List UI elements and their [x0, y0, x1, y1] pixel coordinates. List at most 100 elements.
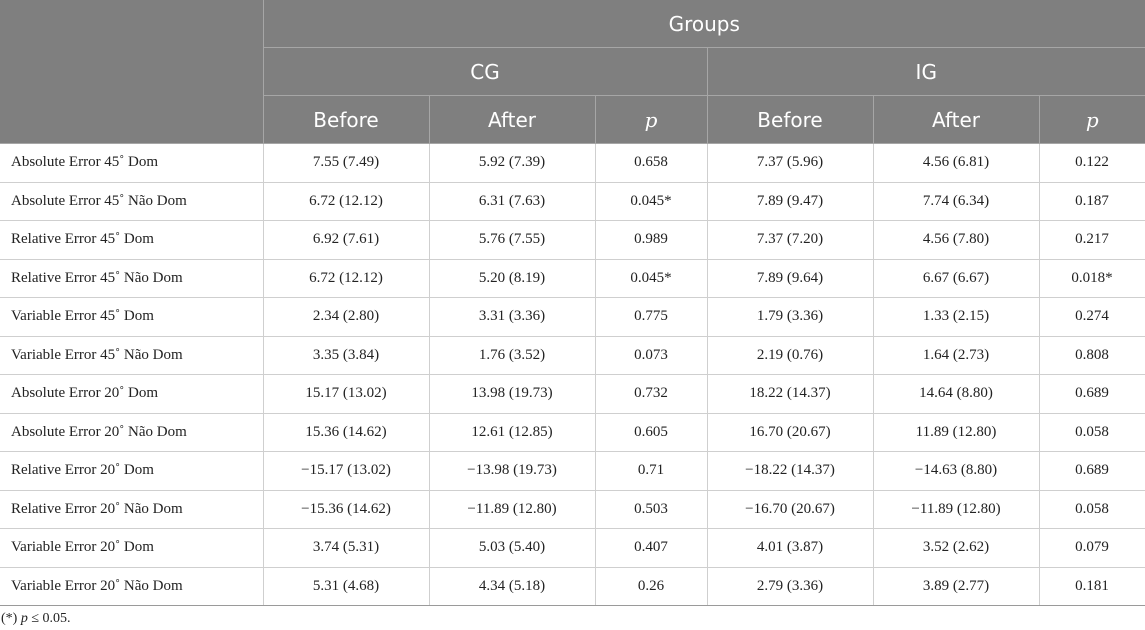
ig-before-cell: 16.70 (20.67) [706, 413, 873, 452]
table-row: Relative Error 20˚ Dom −15.17 (13.02) −13.… [0, 451, 1145, 491]
table-header: Groups CG IG Before After p Before After… [0, 0, 1145, 144]
ig-p-cell: 0.689 [1038, 374, 1145, 414]
ig-after-cell: 6.67 (6.67) [872, 259, 1039, 298]
cg-after-cell: −11.89 (12.80) [428, 490, 595, 529]
cg-p-cell: 0.71 [594, 451, 707, 491]
footnote-p-symbol: p [20, 611, 28, 626]
cg-before-cell: −15.36 (14.62) [262, 490, 429, 529]
cg-before-cell: −15.17 (13.02) [262, 451, 429, 491]
header-cg: CG [262, 47, 707, 96]
ig-before-cell: 7.37 (5.96) [706, 143, 873, 183]
ig-before-cell: 4.01 (3.87) [706, 528, 873, 568]
ig-before-cell: −16.70 (20.67) [706, 490, 873, 529]
header-ig-before: Before [706, 95, 873, 144]
footnote-marker: (*) [1, 611, 18, 626]
row-label: Variable Error 45˚ Dom [0, 297, 263, 337]
cg-before-cell: 6.72 (12.12) [262, 182, 429, 221]
cg-before-cell: 2.34 (2.80) [262, 297, 429, 337]
row-label: Relative Error 20˚ Não Dom [0, 490, 263, 529]
ig-before-cell: −18.22 (14.37) [706, 451, 873, 491]
cg-after-cell: −13.98 (19.73) [428, 451, 595, 491]
ig-before-cell: 1.79 (3.36) [706, 297, 873, 337]
table-row: Relative Error 20˚ Não Dom −15.36 (14.62)… [0, 490, 1145, 529]
header-groups: Groups [262, 0, 1145, 48]
ig-before-cell: 7.89 (9.64) [706, 259, 873, 298]
ig-p-cell: 0.079 [1038, 528, 1145, 568]
cg-p-cell: 0.989 [594, 220, 707, 260]
ig-before-cell: 7.89 (9.47) [706, 182, 873, 221]
table-row: Absolute Error 20˚ Dom 15.17 (13.02) 13.98… [0, 374, 1145, 414]
header-ig-p: p [1038, 95, 1145, 144]
row-label: Absolute Error 45˚ Dom [0, 143, 263, 183]
ig-p-cell: 0.058 [1038, 490, 1145, 529]
ig-p-cell: 0.217 [1038, 220, 1145, 260]
ig-p-cell: 0.181 [1038, 567, 1145, 606]
cg-p-cell: 0.407 [594, 528, 707, 568]
row-label: Absolute Error 20˚ Dom [0, 374, 263, 414]
ig-after-cell: 4.56 (7.80) [872, 220, 1039, 260]
cg-after-cell: 4.34 (5.18) [428, 567, 595, 606]
cg-p-cell: 0.605 [594, 413, 707, 452]
ig-after-cell: −14.63 (8.80) [872, 451, 1039, 491]
cg-p-cell: 0.732 [594, 374, 707, 414]
ig-before-cell: 18.22 (14.37) [706, 374, 873, 414]
cg-before-cell: 5.31 (4.68) [262, 567, 429, 606]
cg-after-cell: 3.31 (3.36) [428, 297, 595, 337]
header-ig: IG [706, 47, 1145, 96]
table-row: Variable Error 45˚ Dom 2.34 (2.80) 3.31 (3… [0, 297, 1145, 337]
ig-after-cell: −11.89 (12.80) [872, 490, 1039, 529]
cg-after-cell: 5.20 (8.19) [428, 259, 595, 298]
header-cg-after: After [428, 95, 595, 144]
header-cg-before: Before [262, 95, 429, 144]
table-row: Relative Error 45˚ Dom 6.92 (7.61) 5.76 (7… [0, 220, 1145, 260]
row-label: Relative Error 45˚ Não Dom [0, 259, 263, 298]
ig-p-cell: 0.689 [1038, 451, 1145, 491]
ig-after-cell: 3.89 (2.77) [872, 567, 1039, 606]
cg-after-cell: 12.61 (12.85) [428, 413, 595, 452]
cg-before-cell: 3.35 (3.84) [262, 336, 429, 375]
cg-p-cell: 0.503 [594, 490, 707, 529]
ig-after-cell: 1.33 (2.15) [872, 297, 1039, 337]
header-corner-cell [0, 0, 263, 144]
row-label: Variable Error 45˚ Não Dom [0, 336, 263, 375]
table-row: Absolute Error 45˚ Não Dom 6.72 (12.12) 6.… [0, 182, 1145, 221]
cg-after-cell: 5.76 (7.55) [428, 220, 595, 260]
table-row: Variable Error 20˚ Dom 3.74 (5.31) 5.03 (5… [0, 528, 1145, 568]
row-label: Absolute Error 20˚ Não Dom [0, 413, 263, 452]
row-label: Variable Error 20˚ Não Dom [0, 567, 263, 606]
cg-after-cell: 5.03 (5.40) [428, 528, 595, 568]
ig-p-cell: 0.808 [1038, 336, 1145, 375]
cg-before-cell: 6.72 (12.12) [262, 259, 429, 298]
footnote-text: ≤ 0.05. [31, 611, 71, 626]
row-label: Variable Error 20˚ Dom [0, 528, 263, 568]
cg-p-cell: 0.073 [594, 336, 707, 375]
ig-after-cell: 3.52 (2.62) [872, 528, 1039, 568]
results-table: Groups CG IG Before After p Before After… [0, 0, 1145, 606]
cg-after-cell: 1.76 (3.52) [428, 336, 595, 375]
cg-before-cell: 3.74 (5.31) [262, 528, 429, 568]
table-row: Variable Error 20˚ Não Dom 5.31 (4.68) 4.3… [0, 567, 1145, 606]
ig-before-cell: 2.19 (0.76) [706, 336, 873, 375]
ig-after-cell: 11.89 (12.80) [872, 413, 1039, 452]
header-cg-p: p [594, 95, 707, 144]
ig-p-cell: 0.274 [1038, 297, 1145, 337]
ig-p-cell: 0.122 [1038, 143, 1145, 183]
cg-p-cell: 0.26 [594, 567, 707, 606]
cg-before-cell: 15.36 (14.62) [262, 413, 429, 452]
cg-p-cell: 0.045* [594, 259, 707, 298]
table-row: Relative Error 45˚ Não Dom 6.72 (12.12) 5.… [0, 259, 1145, 298]
table-row: Variable Error 45˚ Não Dom 3.35 (3.84) 1.7… [0, 336, 1145, 375]
ig-after-cell: 1.64 (2.73) [872, 336, 1039, 375]
ig-after-cell: 7.74 (6.34) [872, 182, 1039, 221]
footnote: (*) p ≤ 0.05. [1, 611, 71, 627]
cg-p-cell: 0.658 [594, 143, 707, 183]
row-label: Relative Error 20˚ Dom [0, 451, 263, 491]
table-body: Absolute Error 45˚ Dom 7.55 (7.49) 5.92 (7… [0, 143, 1145, 606]
ig-after-cell: 4.56 (6.81) [872, 143, 1039, 183]
ig-p-cell: 0.187 [1038, 182, 1145, 221]
table-row: Absolute Error 20˚ Não Dom 15.36 (14.62) 1… [0, 413, 1145, 452]
row-label: Absolute Error 45˚ Não Dom [0, 182, 263, 221]
cg-before-cell: 6.92 (7.61) [262, 220, 429, 260]
cg-before-cell: 7.55 (7.49) [262, 143, 429, 183]
ig-before-cell: 7.37 (7.20) [706, 220, 873, 260]
